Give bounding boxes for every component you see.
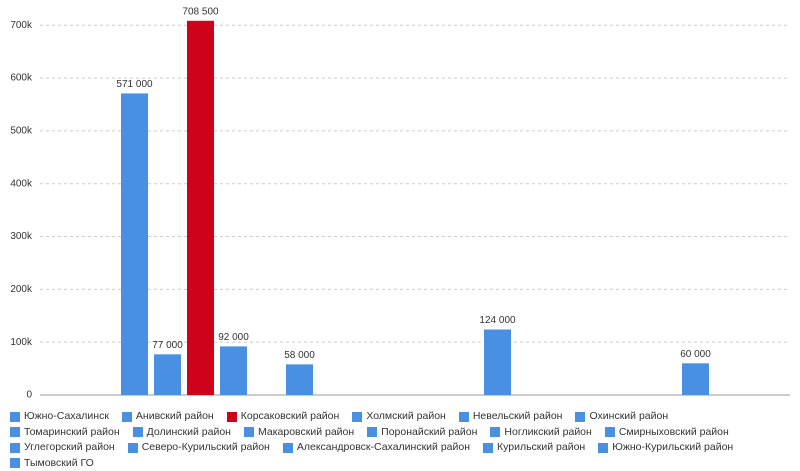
legend-label: Смирныховский район [619,425,729,441]
legend-label: Долинский район [147,425,231,441]
legend-swatch [283,443,293,453]
bar [121,93,148,395]
data-label: 92 000 [218,332,249,343]
legend-label: Макаровский район [258,425,354,441]
legend-swatch [352,412,362,422]
data-label: 708 500 [182,6,219,17]
legend-label: Ногликский район [504,425,591,441]
bar [484,330,511,395]
legend-item[interactable]: Северо-Курильский район [128,440,270,456]
legend-swatch [459,412,469,422]
legend-swatch [367,427,377,437]
y-tick-label: 0 [26,390,32,401]
legend-item[interactable]: Смирныховский район [605,425,729,441]
legend-swatch [598,443,608,453]
page: 0 100k 200k 300k 400k 500k 600k 700k 571 000 77 0… [0,0,800,450]
bar [286,364,313,395]
y-tick-label: 100k [10,337,33,348]
data-label: 60 000 [680,349,711,360]
legend-swatch [10,427,20,437]
legend-swatch [483,443,493,453]
legend-item[interactable]: Тымовский ГО [10,456,94,471]
legend-swatch [575,412,585,422]
legend-item[interactable]: Анивский район [122,409,214,425]
data-label: 77 000 [152,340,183,351]
legend-swatch [10,458,20,468]
legend-label: Охинский район [589,409,668,425]
y-tick-label: 200k [10,284,33,295]
legend-item[interactable]: Макаровский район [244,425,354,441]
legend-label: Южно-Сахалинск [24,409,109,425]
legend-item[interactable]: Томаринский район [10,425,120,441]
legend-label: Южно-Курильский район [612,440,733,456]
data-label: 124 000 [479,315,516,326]
data-label: 571 000 [116,79,153,90]
bar [154,354,181,395]
legend-item[interactable]: Южно-Курильский район [598,440,733,456]
data-label: 58 000 [284,350,315,361]
y-tick-label: 600k [10,73,33,84]
legend-label: Невельский район [473,409,563,425]
legend-item[interactable]: Холмский район [352,409,446,425]
bar [220,346,247,395]
legend-label: Курильский район [497,440,585,456]
bar [187,21,214,395]
legend-swatch [227,412,237,422]
legend-label: Тымовский ГО [24,456,94,471]
legend-item[interactable]: Охинский район [575,409,668,425]
legend-item[interactable]: Южно-Сахалинск [10,409,109,425]
chart: 0 100k 200k 300k 400k 500k 600k 700k 571 000 77 0… [0,0,800,405]
legend-item[interactable]: Поронайский район [367,425,477,441]
y-tick-label: 400k [10,178,33,189]
legend-swatch [10,412,20,422]
legend-label: Томаринский район [24,425,120,441]
legend: Южно-Сахалинск Анивский район Корсаковский… [10,409,795,471]
y-tick-label: 300k [10,231,33,242]
legend-item[interactable]: Долинский район [133,425,231,441]
legend-label: Поронайский район [381,425,477,441]
legend-swatch [605,427,615,437]
legend-swatch [10,443,20,453]
legend-item[interactable]: Ногликский район [490,425,591,441]
legend-label: Северо-Курильский район [142,440,270,456]
legend-label: Корсаковский район [241,409,340,425]
legend-label: Александровск-Сахалинский район [297,440,470,456]
legend-label: Холмский район [366,409,446,425]
legend-item[interactable]: Углегорский район [10,440,115,456]
legend-label: Анивский район [136,409,214,425]
legend-item[interactable]: Корсаковский район [227,409,340,425]
legend-swatch [244,427,254,437]
legend-swatch [122,412,132,422]
legend-item[interactable]: Невельский район [459,409,563,425]
legend-swatch [128,443,138,453]
bar [682,363,709,395]
legend-item[interactable]: Курильский район [483,440,585,456]
legend-swatch [490,427,500,437]
legend-label: Углегорский район [24,440,115,456]
y-tick-label: 700k [10,20,33,31]
legend-item[interactable]: Александровск-Сахалинский район [283,440,470,456]
legend-swatch [133,427,143,437]
y-tick-label: 500k [10,126,33,137]
